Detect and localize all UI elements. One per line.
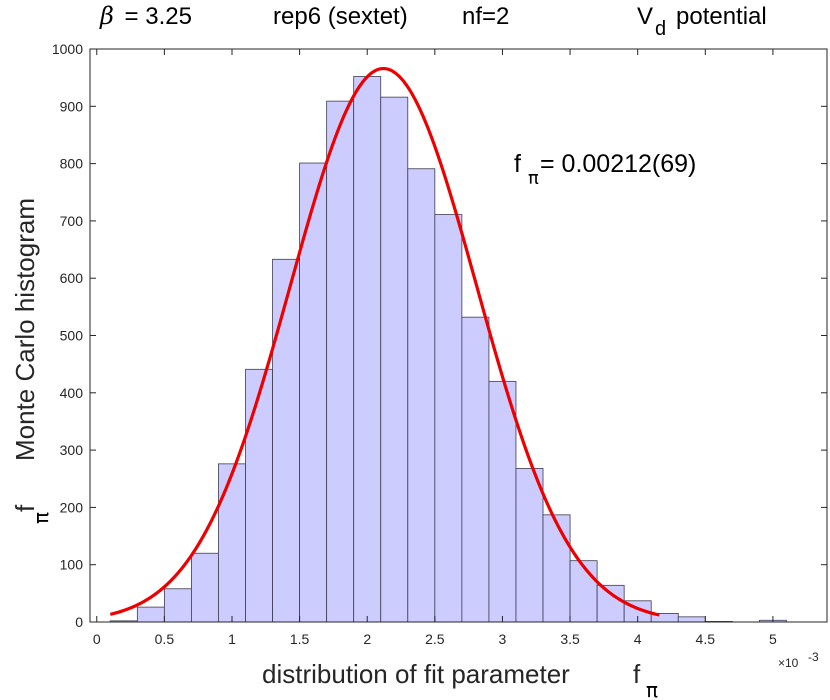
x-tick-label: 4.5 [696, 631, 716, 647]
x-tick-labels: 0 0.5 1 1.5 2 2.5 3 3.5 4 4.5 5 [93, 631, 777, 647]
y-tick-label: 700 [60, 213, 84, 229]
y-tick-label: 900 [60, 98, 84, 114]
title-beta-symbol: β [99, 2, 114, 30]
histogram-bar [677, 616, 706, 623]
ylabel-symbol: f [10, 504, 40, 512]
title-rep: rep6 (sextet) [273, 3, 408, 30]
x-axis-label: distribution of fit parameter f π [262, 659, 658, 700]
histogram-bar [353, 76, 382, 623]
x-tick-label: 1 [228, 631, 236, 647]
x-tick-label: 5 [769, 631, 777, 647]
histogram-bar [136, 606, 165, 623]
histogram-bar [407, 168, 436, 623]
title-potential-sub: d [655, 18, 666, 40]
histogram-bar [569, 560, 598, 623]
y-tick-label: 200 [60, 499, 84, 515]
y-tick-label: 800 [60, 156, 84, 172]
histogram-bar [163, 588, 192, 623]
x-tick-label: 0 [93, 631, 101, 647]
histogram-bar [245, 368, 273, 623]
annotation-sub: π [528, 168, 539, 189]
title-potential-base: V [637, 3, 653, 30]
histogram-bar [191, 552, 219, 623]
x-tick-label: 3.5 [560, 631, 580, 647]
histogram-bar [380, 96, 409, 623]
y-tick-label: 1000 [52, 41, 83, 57]
bars-group [109, 76, 787, 623]
histogram-bar [542, 514, 571, 623]
xlabel-symbol: f [633, 659, 641, 689]
gaussian-fit-line [109, 66, 660, 617]
x-exponent-base: ×10 [778, 656, 799, 670]
x-tick-label: 4 [634, 631, 642, 647]
y-tick-labels: 0 100 200 300 400 500 600 700 800 900 1000 [52, 41, 83, 630]
annotation-symbol: f [514, 150, 521, 178]
xlabel-text: distribution of fit parameter [262, 659, 570, 689]
y-tick-label: 100 [60, 557, 84, 573]
x-tick-label: 1.5 [290, 631, 310, 647]
y-axis-label: f π Monte Carlo histogram [10, 198, 53, 524]
y-tick-label: 500 [60, 328, 84, 344]
y-tick-label: 600 [60, 270, 84, 286]
x-tick-label: 2.5 [425, 631, 445, 647]
chart-title: β = 3.25 rep6 (sextet) nf=2 V d potentia… [99, 2, 767, 40]
axes-group [89, 48, 828, 623]
histogram-bar [326, 100, 355, 623]
histogram-bar [218, 463, 246, 623]
y-tick-label: 0 [75, 614, 83, 630]
title-nf: nf=2 [462, 3, 509, 30]
histogram-bar [434, 214, 463, 623]
histogram-bar [272, 258, 301, 623]
ylabel-sub: π [29, 512, 53, 524]
svg-text:β = 3.25: β = 3.25 [99, 2, 192, 30]
title-beta-value: = 3.25 [125, 3, 192, 30]
histogram-bar [596, 584, 625, 623]
x-tick-label: 0.5 [155, 631, 175, 647]
x-exponent: ×10 -3 [778, 650, 819, 670]
histogram-bar [299, 162, 328, 623]
xlabel-sub: π [646, 678, 658, 700]
x-exponent-power: -3 [808, 650, 819, 664]
histogram-bar [488, 380, 517, 623]
annotation-value: = 0.00212(69) [540, 150, 696, 178]
x-tick-label: 3 [499, 631, 507, 647]
title-potential-word: potential [676, 3, 767, 30]
y-tick-label: 300 [60, 442, 84, 458]
histogram-bar [461, 316, 490, 623]
y-tick-label: 400 [60, 385, 84, 401]
fit-annotation: f π = 0.00212(69) [514, 150, 696, 189]
x-tick-label: 2 [363, 631, 371, 647]
ylabel-text: Monte Carlo histogram [10, 198, 40, 461]
histogram-bar [515, 468, 544, 623]
